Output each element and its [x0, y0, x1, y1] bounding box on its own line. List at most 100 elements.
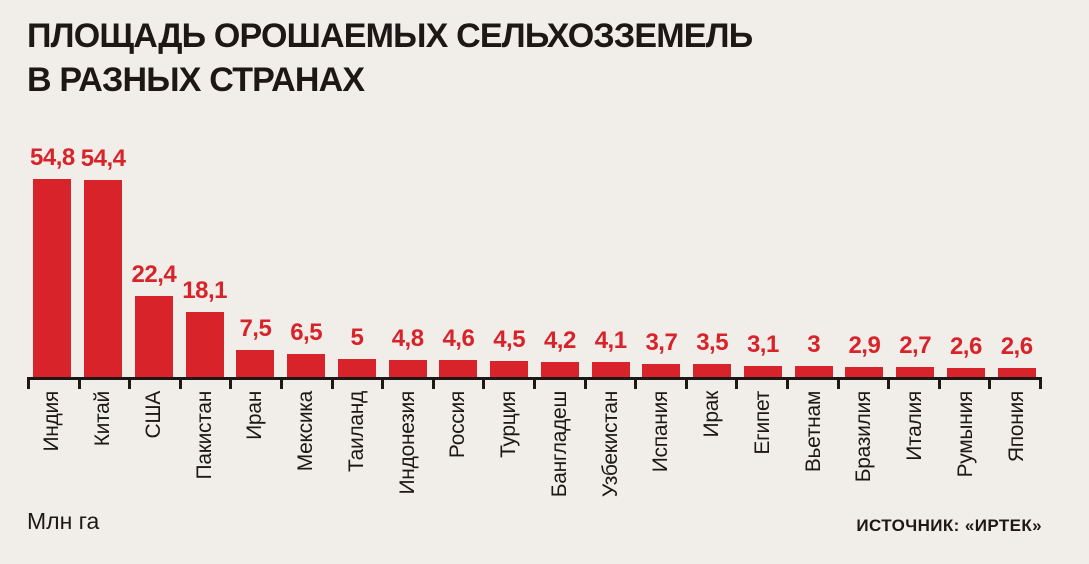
- x-label-cell: Россия: [433, 391, 484, 523]
- x-label-cell: Иран: [230, 391, 281, 523]
- bar-value-label: 3: [807, 331, 821, 358]
- axis-tick: [735, 380, 739, 389]
- bar-category-label: Индия: [40, 391, 64, 452]
- bar-value-label: 3,7: [645, 329, 678, 356]
- bar-value-label: 3,1: [746, 331, 779, 358]
- bar-column: 54,4: [78, 147, 129, 377]
- bar-column: 6,5: [281, 321, 332, 377]
- axis-tick: [482, 380, 486, 389]
- axis-tick: [229, 380, 233, 389]
- bar-value-label: 18,1: [182, 277, 227, 304]
- bar-category-label: Бразилия: [852, 391, 876, 483]
- bar-column: 3: [788, 333, 839, 377]
- bar-category-label: Турция: [497, 391, 521, 458]
- axis-tick: [128, 380, 132, 389]
- chart-title-line1: ПЛОЩАДЬ ОРОШАЕМЫХ СЕЛЬХОЗЗЕМЕЛЬ: [27, 17, 753, 55]
- x-label-cell: Мексика: [281, 391, 332, 523]
- x-label-cell: Ирак: [687, 391, 738, 523]
- bar-column: 5: [332, 326, 383, 377]
- bar: [591, 362, 630, 377]
- bar-value-label: 22,4: [131, 261, 177, 288]
- bar-category-label: Индонезия: [395, 391, 419, 495]
- axis-tick: [77, 380, 81, 389]
- bar-value-label: 7,5: [239, 315, 272, 342]
- chart-title: ПЛОЩАДЬ ОРОШАЕМЫХ СЕЛЬХОЗЗЕМЕЛЬ В РАЗНЫХ …: [27, 14, 753, 102]
- bar: [794, 366, 833, 377]
- bar: [84, 180, 123, 377]
- bar-value-label: 54,4: [80, 145, 126, 172]
- x-label-cell: Испания: [636, 391, 687, 523]
- x-label-cell: Египет: [738, 391, 789, 523]
- bar: [185, 312, 224, 377]
- axis-tick: [634, 380, 638, 389]
- bar-category-label: Испания: [649, 391, 673, 473]
- bar-column: 3,1: [738, 333, 789, 377]
- bar-value-label: 4,6: [442, 325, 475, 352]
- axis-tick: [431, 380, 435, 389]
- bar-column: 18,1: [179, 279, 230, 377]
- bar-category-label: Бангладеш: [547, 391, 571, 498]
- bar-column: 2,6: [991, 335, 1042, 377]
- source-label: ИСТОЧНИК: «ИРТЕК»: [856, 516, 1042, 535]
- bar: [439, 360, 478, 377]
- axis-tick: [937, 380, 941, 389]
- bar-value-label: 6,5: [290, 319, 323, 346]
- bar-value-label: 54,8: [30, 144, 75, 171]
- x-label-cell: Таиланд: [332, 391, 383, 523]
- bar-column: 7,5: [230, 317, 281, 377]
- bar-value-label: 3,5: [696, 329, 729, 356]
- bar-value-label: 2,6: [1000, 333, 1033, 360]
- bar: [134, 296, 173, 377]
- bar-value-label: 4,1: [594, 327, 627, 354]
- bar: [896, 367, 935, 377]
- x-label-cell: Вьетнам: [788, 391, 839, 523]
- x-label-cell: Китай: [78, 391, 129, 523]
- bar: [845, 367, 884, 377]
- axis-tick: [785, 380, 789, 389]
- bar-category-label: Китай: [91, 391, 115, 447]
- axis-tick: [887, 380, 891, 389]
- axis-tick: [1038, 380, 1042, 389]
- chart-title-line2: В РАЗНЫХ СТРАНАХ: [27, 61, 365, 99]
- x-label-cell: Пакистан: [179, 391, 230, 523]
- bar-category-label: Италия: [903, 391, 927, 461]
- bar-category-label: США: [141, 391, 165, 439]
- unit-label: Млн га: [27, 508, 100, 534]
- bar: [743, 366, 782, 377]
- bar-column: 54,8: [27, 146, 78, 377]
- x-label-cell: Индонезия: [382, 391, 433, 523]
- bar-value-label: 4,2: [543, 327, 576, 354]
- x-label-cell: Япония: [991, 391, 1042, 523]
- axis-tick: [988, 380, 992, 389]
- x-label-cell: Турция: [484, 391, 535, 523]
- bar: [337, 359, 376, 377]
- x-label-cell: Румыния: [941, 391, 992, 523]
- axis-tick: [836, 380, 840, 389]
- bar-value-label: 5: [350, 324, 364, 351]
- bar-value-label: 4,5: [493, 326, 526, 353]
- bar-category-label: Иран: [243, 391, 267, 440]
- bar-category-label: Ирак: [700, 391, 724, 438]
- x-label-cell: США: [129, 391, 180, 523]
- bar-category-label: Таиланд: [344, 391, 368, 472]
- bar-chart: 54,8 54,4 22,4 18,1 7,5 6,5 5 4,8 4,6 4,5 4,2 4,1 3,…: [27, 143, 1042, 523]
- bar-category-label: Япония: [1004, 391, 1028, 463]
- x-label-cell: Италия: [890, 391, 941, 523]
- bar: [287, 354, 326, 377]
- bar-column: 4,2: [535, 329, 586, 377]
- bar-category-label: Пакистан: [192, 391, 216, 480]
- axis-tick: [381, 380, 385, 389]
- bar-value-label: 2,7: [899, 332, 932, 359]
- bar: [642, 364, 681, 377]
- bar-column: 4,5: [484, 328, 535, 377]
- bar-category-label: Вьетнам: [801, 391, 825, 473]
- axis-tick: [583, 380, 587, 389]
- bar-category-label: Румыния: [953, 391, 977, 478]
- bar-category-label: Мексика: [294, 391, 318, 472]
- x-label-cell: Бразилия: [839, 391, 890, 523]
- bar-column: 2,6: [941, 335, 992, 377]
- x-axis-labels: Индия Китай США Пакистан Иран Мексика Таиланд И…: [27, 391, 1042, 523]
- x-label-cell: Индия: [27, 391, 78, 523]
- bar: [997, 368, 1036, 377]
- bar: [388, 360, 427, 377]
